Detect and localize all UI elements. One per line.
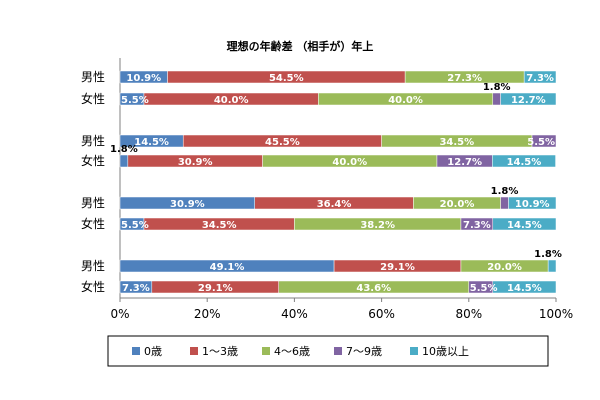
x-tick-label: 0%	[110, 307, 129, 321]
data-label: 5.5%	[121, 95, 149, 106]
legend: 0歳 1～3歳 4～6歳 7～9歳 10歳以上	[107, 335, 549, 367]
data-label: 43.6%	[356, 283, 391, 294]
legend-label: 0歳	[144, 345, 162, 358]
data-label: 5.5%	[121, 220, 149, 231]
category-label: 女性	[81, 279, 105, 294]
legend-label: 1～3歳	[202, 345, 238, 358]
data-label: 14.5%	[507, 283, 542, 294]
bar-segment	[492, 92, 501, 106]
legend-label: 10歳以上	[422, 345, 469, 358]
data-label: 20.0%	[440, 199, 475, 210]
bar-segment	[492, 280, 557, 294]
data-label: 10.9%	[126, 73, 161, 84]
data-label: 12.7%	[447, 157, 482, 168]
data-label: 36.4%	[317, 199, 352, 210]
bar-segment	[500, 196, 509, 210]
x-tick-label: 40%	[281, 307, 308, 321]
data-label: 20.0%	[487, 262, 522, 273]
x-tick-label: 20%	[194, 307, 221, 321]
data-label: 5.5%	[470, 283, 498, 294]
bar-segment	[508, 196, 557, 210]
legend-label: 7～9歳	[346, 345, 382, 358]
x-tick-label: 80%	[455, 307, 482, 321]
category-label: 男性	[81, 196, 105, 210]
data-label: 54.5%	[269, 73, 304, 84]
data-label: 14.5%	[507, 220, 542, 231]
bar-segment	[119, 154, 129, 168]
category-label: 女性	[81, 216, 105, 231]
category-label: 女性	[81, 91, 105, 106]
data-label: 40.0%	[388, 95, 423, 106]
data-label: 10.9%	[515, 199, 550, 210]
data-label: 38.2%	[360, 220, 395, 231]
data-label: 5.5%	[527, 137, 555, 148]
category-label: 男性	[81, 134, 105, 148]
data-label: 7.3%	[122, 283, 150, 294]
chart-title: 理想の年齢差 （相手が）年上	[227, 39, 374, 53]
data-label: 14.5%	[134, 137, 169, 148]
data-label: 34.5%	[202, 220, 237, 231]
x-tick-label: 60%	[368, 307, 395, 321]
category-label: 男性	[81, 259, 105, 273]
data-label: 7.3%	[526, 73, 554, 84]
data-label: 7.3%	[463, 220, 491, 231]
data-label: 27.3%	[447, 73, 482, 84]
data-label: 14.5%	[507, 157, 542, 168]
data-label: 34.5%	[439, 137, 474, 148]
legend-swatch	[410, 347, 418, 355]
data-label: 30.9%	[170, 199, 205, 210]
data-label: 12.7%	[511, 95, 546, 106]
legend-swatch	[132, 347, 140, 355]
legend-label: 4～6歳	[274, 345, 310, 358]
data-label: 29.1%	[198, 283, 233, 294]
bar-segment	[547, 259, 557, 273]
data-label: 1.8%	[534, 249, 562, 260]
data-label: 49.1%	[210, 262, 245, 273]
data-label: 30.9%	[178, 157, 213, 168]
legend-swatch	[190, 347, 198, 355]
legend-box	[107, 335, 549, 367]
data-label: 45.5%	[265, 137, 300, 148]
bar-segment	[492, 154, 556, 168]
data-label: 40.0%	[332, 157, 367, 168]
data-label: 1.8%	[110, 144, 138, 155]
bar-segment	[492, 217, 557, 231]
x-tick-label: 100%	[539, 307, 573, 321]
data-label: 40.0%	[214, 95, 249, 106]
bar-segment	[531, 134, 557, 148]
data-label: 29.1%	[380, 262, 415, 273]
legend-swatch	[262, 347, 270, 355]
bar-segment	[523, 70, 557, 84]
data-label: 1.8%	[491, 186, 519, 197]
bar-segment	[500, 92, 557, 106]
category-label: 男性	[81, 70, 105, 84]
category-label: 女性	[81, 153, 105, 168]
data-label: 1.8%	[483, 82, 511, 93]
legend-swatch	[334, 347, 342, 355]
